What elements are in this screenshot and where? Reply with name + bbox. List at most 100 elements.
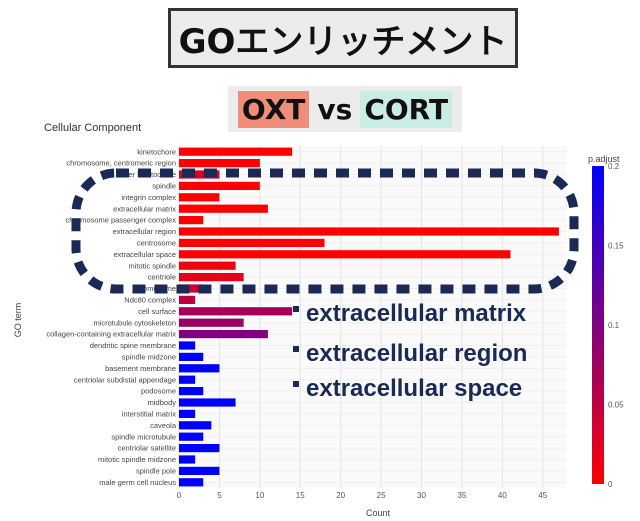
category-label: spindle midzone xyxy=(122,353,176,362)
x-tick-label: 15 xyxy=(296,491,305,500)
bar xyxy=(179,147,293,156)
category-label: basement membrane xyxy=(105,364,176,373)
callout-bullet xyxy=(293,346,299,352)
bar xyxy=(179,398,236,407)
x-axis-label: Count xyxy=(366,508,391,518)
bar xyxy=(179,466,220,476)
colorbar-tick-label: 0.15 xyxy=(608,242,624,251)
bar xyxy=(179,478,204,487)
bar xyxy=(179,295,196,305)
category-label: Ndc80 complex xyxy=(124,296,176,305)
category-label: mitotic spindle midzone xyxy=(98,455,176,464)
callout-bullet xyxy=(293,306,299,312)
comparison-label: OXT vs CORT xyxy=(228,86,462,132)
colorbar-gradient xyxy=(592,166,604,484)
colorbar: p.adjust 0 0.05 0.1 0.15 0.2 xyxy=(588,154,624,489)
colorbar-title: p.adjust xyxy=(588,154,620,164)
category-label: extracellular space xyxy=(113,250,176,259)
category-label: spindle xyxy=(152,182,176,191)
bar xyxy=(179,250,511,259)
bar-layer xyxy=(179,147,559,487)
x-tick-label: 5 xyxy=(217,491,222,500)
callout-extracellular-space: extracellular space xyxy=(306,375,522,402)
category-label: cell surface xyxy=(138,307,176,316)
bar xyxy=(179,307,293,316)
category-label: midbody xyxy=(148,398,177,407)
bar xyxy=(179,204,268,213)
callout-extracellular-region: extracellular region xyxy=(306,340,527,367)
category-label: mitotic spindle xyxy=(128,261,176,270)
category-label: male germ cell nucleus xyxy=(99,478,176,487)
category-label: chromosome xyxy=(133,284,176,293)
callout-list: extracellular matrix extracellular regio… xyxy=(293,300,527,402)
category-label: dendritic spine membrane xyxy=(90,341,176,350)
bar xyxy=(179,341,196,350)
bar xyxy=(179,352,204,362)
category-label: spindle microtubule xyxy=(111,432,176,441)
category-label: integrin complex xyxy=(121,193,176,202)
comparison-group-a: OXT xyxy=(237,90,310,128)
category-label: centriolar satellite xyxy=(118,444,176,453)
bar xyxy=(179,421,212,430)
colorbar-tick-label: 0.05 xyxy=(608,401,624,410)
category-labels: kinetochore chromosome, centromeric regio… xyxy=(46,147,176,487)
x-tick-label: 25 xyxy=(377,491,386,500)
colorbar-tick-label: 0 xyxy=(608,480,613,489)
x-tick-label: 35 xyxy=(457,491,466,500)
category-label: spindle pole xyxy=(136,467,176,476)
bar xyxy=(179,215,204,225)
grid-layer xyxy=(178,146,567,488)
x-tick-label: 10 xyxy=(255,491,264,500)
bar xyxy=(179,318,244,327)
bar xyxy=(179,329,268,339)
category-label: extracellular region xyxy=(113,227,176,236)
bar xyxy=(179,284,204,293)
bar xyxy=(179,432,204,441)
x-tick-label: 30 xyxy=(417,491,426,500)
bar xyxy=(179,170,220,179)
slide-title: GOエンリッチメント xyxy=(178,21,508,62)
category-label: centriole xyxy=(148,273,176,282)
category-label: collagen-containing extracellular matrix xyxy=(46,330,176,339)
title-box: GOエンリッチメント xyxy=(168,8,518,68)
x-tick-labels: 0 5 10 15 20 25 30 35 40 45 xyxy=(177,491,548,500)
colorbar-ticks: 0 0.05 0.1 0.15 0.2 xyxy=(608,162,624,489)
category-label: chromosome, centromeric region xyxy=(66,159,176,168)
category-label: interstitial matrix xyxy=(122,410,176,419)
x-tick-label: 45 xyxy=(538,491,547,500)
bar xyxy=(179,193,220,202)
bar xyxy=(179,158,260,168)
category-label: caveola xyxy=(150,421,177,430)
bar xyxy=(179,261,236,270)
colorbar-tick-label: 0.1 xyxy=(608,321,620,330)
comparison-vs: vs xyxy=(317,92,353,126)
colorbar-tick-label: 0.2 xyxy=(608,162,620,171)
bar xyxy=(179,272,244,282)
category-label: centrosome xyxy=(137,239,176,248)
bar xyxy=(179,227,559,236)
category-label: podosome xyxy=(141,387,176,396)
bar xyxy=(179,455,196,464)
y-axis-label: GO term xyxy=(13,303,23,338)
category-label: centriolar subdistal appendage xyxy=(74,375,176,384)
bar xyxy=(179,238,325,248)
x-tick-label: 40 xyxy=(498,491,507,500)
category-label: extracellular matrix xyxy=(113,204,176,213)
bar xyxy=(179,386,204,396)
bar xyxy=(179,364,220,373)
callout-extracellular-matrix: extracellular matrix xyxy=(306,300,527,327)
callout-bullet xyxy=(293,381,299,387)
category-label: kinetochore xyxy=(137,147,176,156)
chart-title: Cellular Component xyxy=(44,122,141,134)
bar xyxy=(179,181,260,191)
highlight-dashed-outline xyxy=(71,168,579,294)
category-label: chromosome passenger complex xyxy=(66,216,177,225)
bar xyxy=(179,375,196,384)
x-tick-label: 20 xyxy=(336,491,345,500)
x-tick-label: 0 xyxy=(177,491,182,500)
bar xyxy=(179,443,220,453)
comparison-group-b: CORT xyxy=(360,90,453,128)
bar xyxy=(179,409,196,419)
category-label: microtubule cytoskeleton xyxy=(93,318,176,327)
